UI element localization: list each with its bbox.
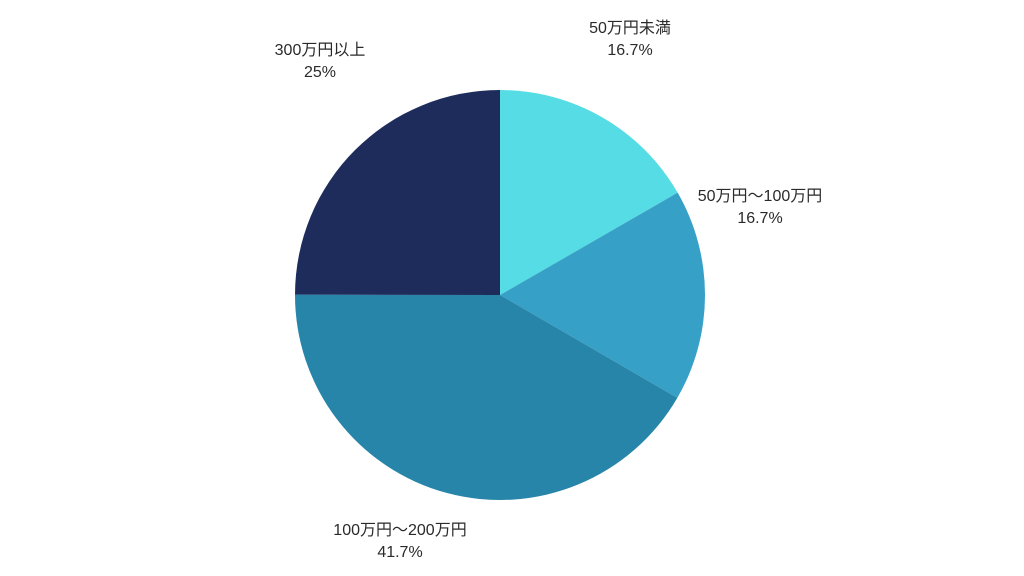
- slice-name: 50万円未満: [589, 18, 671, 40]
- slice-percent: 25%: [275, 62, 366, 84]
- slice-label-2: 100万円～200万円 41.7%: [333, 520, 466, 565]
- slice-name: 50万円～100万円: [698, 186, 823, 208]
- pie-chart: [0, 0, 1024, 576]
- slice-label-3: 300万円以上 25%: [275, 40, 366, 85]
- slice-percent: 16.7%: [589, 40, 671, 62]
- slice-percent: 41.7%: [333, 542, 466, 564]
- pie-slice: [295, 90, 500, 295]
- slice-name: 300万円以上: [275, 40, 366, 62]
- slice-label-0: 50万円未満 16.7%: [589, 18, 671, 63]
- pie-chart-container: 50万円未満 16.7% 50万円～100万円 16.7% 100万円～200万…: [0, 0, 1024, 576]
- slice-name: 100万円～200万円: [333, 520, 466, 542]
- slice-percent: 16.7%: [698, 208, 823, 230]
- slice-label-1: 50万円～100万円 16.7%: [698, 186, 823, 231]
